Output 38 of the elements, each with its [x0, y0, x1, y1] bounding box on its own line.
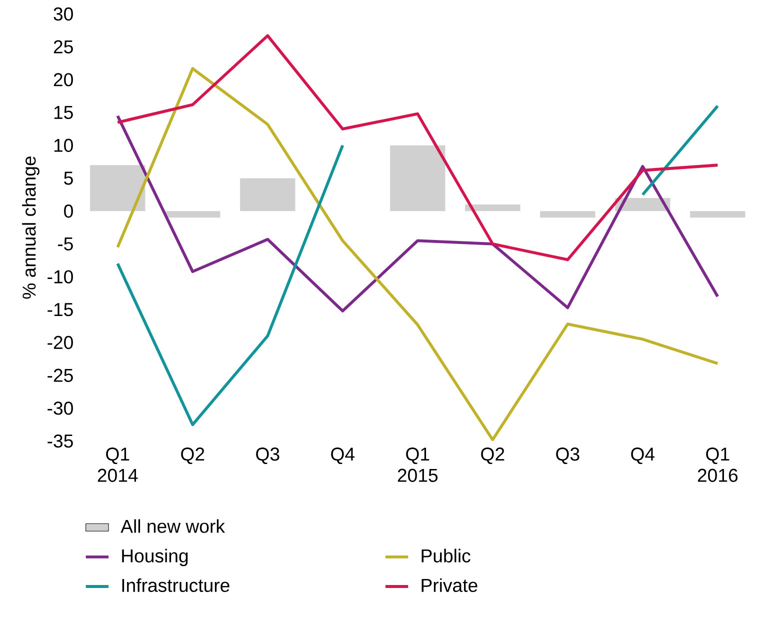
x-tick-label: Q3 [556, 448, 580, 464]
bar [390, 145, 446, 212]
x-tick-label: Q1 2016 [698, 448, 738, 482]
y-tick-label: -10 [48, 270, 73, 284]
legend-label: Public [422, 548, 470, 562]
x-tick-label: Q3 [256, 448, 280, 464]
legend-label: Private [422, 578, 478, 592]
y-tick-label: -15 [48, 303, 73, 316]
bar [90, 165, 146, 212]
y-tick-label: 10 [54, 138, 73, 152]
y-tick-label: 0 [64, 204, 73, 218]
y-tick-label: 15 [54, 106, 73, 120]
y-axis-title: % annual change [22, 156, 40, 299]
bar [165, 211, 220, 218]
y-tick-label: -5 [58, 237, 73, 250]
bar [465, 204, 520, 212]
bar [690, 211, 746, 218]
line-series [116, 114, 720, 312]
x-tick-label: Q2 [181, 448, 204, 464]
x-tick-label: Q4 [631, 448, 655, 464]
legend-label: Housing [122, 548, 188, 566]
x-tick-label: Q1 2014 [98, 448, 138, 482]
x-tick-label: Q1 2015 [398, 448, 438, 482]
x-tick-label: Q4 [331, 448, 355, 464]
legend-label: Infrastructure [122, 578, 230, 592]
x-tick-label: Q2 [481, 448, 504, 464]
y-tick-label: -35 [48, 434, 73, 448]
y-tick-label: 30 [54, 7, 73, 21]
y-tick-label: 5 [64, 172, 73, 185]
bar [540, 211, 596, 218]
bar [240, 178, 296, 212]
y-tick-label: -30 [48, 402, 73, 415]
y-tick-label: 25 [54, 40, 73, 54]
line-series [116, 34, 720, 262]
y-tick-label: 20 [54, 73, 73, 86]
legend-label: All new work [120, 519, 225, 533]
y-tick-label: -25 [48, 368, 73, 382]
y-tick-label: -20 [48, 336, 73, 350]
